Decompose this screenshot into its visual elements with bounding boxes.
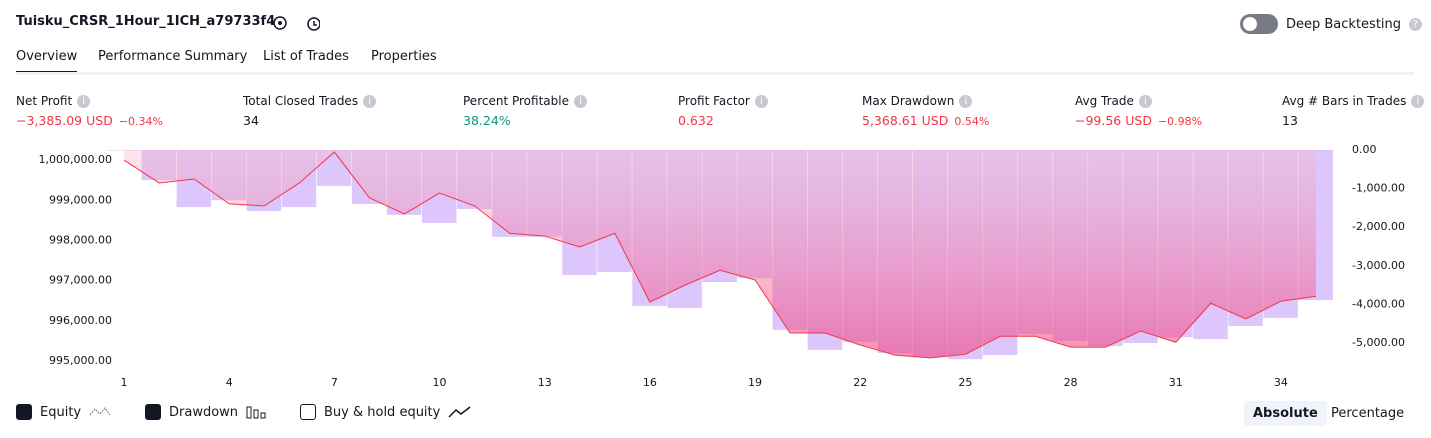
- button[interactable]: Absolute: [1244, 401, 1327, 426]
- x-tick-label: 4: [226, 376, 233, 389]
- x-tick-label: 10: [433, 376, 447, 389]
- x-tick-label: 13: [538, 376, 552, 389]
- toggle-label: Deep Backtesting: [1286, 16, 1402, 32]
- metric-value: 5,368.61 USD 0.54%: [862, 113, 989, 128]
- x-tick-label: 28: [1064, 376, 1078, 389]
- deep-backtesting[interactable]: Deep Backtesting?: [1240, 14, 1423, 34]
- legend-label: Drawdown: [169, 404, 239, 420]
- legend-label: Equity: [40, 404, 82, 420]
- metric-label: Total Closed Trades: [243, 94, 359, 108]
- metric: Percent Profitable i: [463, 94, 587, 109]
- metric-label: Net Profit: [16, 94, 73, 108]
- y2-tick-label: -4,000.00: [1352, 297, 1405, 310]
- tab[interactable]: Overview: [16, 49, 78, 74]
- equity-line: [123, 151, 1317, 359]
- chart: 1,000,000.00 999,000.00 998,000.00 997,000.…: [39, 143, 1405, 389]
- x-tick-label: 34: [1274, 376, 1288, 389]
- metric-label: Avg Trade: [1075, 94, 1134, 108]
- y-tick-label: 1,000,000.00: [39, 153, 112, 166]
- metric-label: Percent Profitable: [463, 94, 569, 108]
- y2-tick-label: -5,000.00: [1352, 336, 1405, 349]
- equity-area: [124, 150, 1316, 358]
- metric-label: Max Drawdown: [862, 94, 955, 108]
- percent: −0.98%: [1157, 115, 1203, 128]
- tab[interactable]: Properties: [371, 49, 437, 64]
- x-tick-label: 19: [748, 376, 762, 389]
- percent: 0.54%: [954, 115, 990, 128]
- metric: Avg Trade i: [1075, 94, 1152, 109]
- metric-value: 34: [243, 113, 259, 128]
- metric: Total Closed Trades i: [243, 94, 377, 109]
- metric-value: 13: [1282, 113, 1298, 128]
- metric: Max Drawdown i: [862, 94, 973, 109]
- y-tick-label: 995,000.00: [49, 354, 112, 367]
- y2-tick-label: -1,000.00: [1352, 182, 1405, 195]
- percent: −0.34%: [118, 115, 163, 128]
- strategy-title: Tuisku_CRSR_1Hour_1ICH_a79733f4: [16, 14, 276, 29]
- legend-item[interactable]: Drawdown: [145, 404, 268, 420]
- metric-value: 0.632: [678, 113, 714, 128]
- toggle[interactable]: [1240, 14, 1278, 34]
- value: 5,368.61 USD: [862, 113, 949, 128]
- x-tick-label: 7: [331, 376, 338, 389]
- x-tick-label: 25: [958, 376, 972, 389]
- y-tick-label: 998,000.00: [49, 233, 112, 246]
- metric-value: 38.24%: [463, 113, 511, 128]
- metric-label: Avg # Bars in Trades: [1282, 94, 1407, 108]
- value: −99.56 USD: [1075, 113, 1152, 128]
- x-tick-label: 1: [121, 376, 128, 389]
- value: −3,385.09 USD: [16, 113, 113, 128]
- metric-label: Profit Factor: [678, 94, 750, 108]
- legend-item[interactable]: Equity: [16, 404, 111, 420]
- title-icons[interactable]: [270, 13, 320, 35]
- metric: Avg # Bars in Trades i: [1282, 94, 1425, 109]
- y-tick-label: 997,000.00: [49, 274, 112, 287]
- tab[interactable]: List of Trades: [263, 49, 349, 64]
- y2-tick-label: 0.00: [1352, 143, 1377, 156]
- legend-item[interactable]: Buy & hold equity: [300, 404, 472, 420]
- y2-tick-label: -3,000.00: [1352, 259, 1405, 272]
- y-tick-label: 996,000.00: [49, 314, 112, 327]
- button[interactable]: Percentage: [1331, 406, 1405, 421]
- y-tick-label: 999,000.00: [49, 193, 112, 206]
- x-tick-label: 16: [643, 376, 657, 389]
- legend-label: Buy & hold equity: [324, 404, 441, 420]
- metric-value: −99.56 USD −0.98%: [1075, 113, 1202, 128]
- metric-value: −3,385.09 USD −0.34%: [16, 113, 163, 128]
- drawdown-bar: [106, 150, 141, 151]
- metric: Profit Factor i: [678, 94, 768, 109]
- y2-tick-label: -2,000.00: [1352, 220, 1405, 233]
- separator: [16, 72, 1414, 75]
- metric: Net Profit i: [16, 94, 91, 109]
- x-tick-label: 22: [853, 376, 867, 389]
- tab[interactable]: Performance Summary: [98, 49, 248, 64]
- x-tick-label: 31: [1169, 376, 1183, 389]
